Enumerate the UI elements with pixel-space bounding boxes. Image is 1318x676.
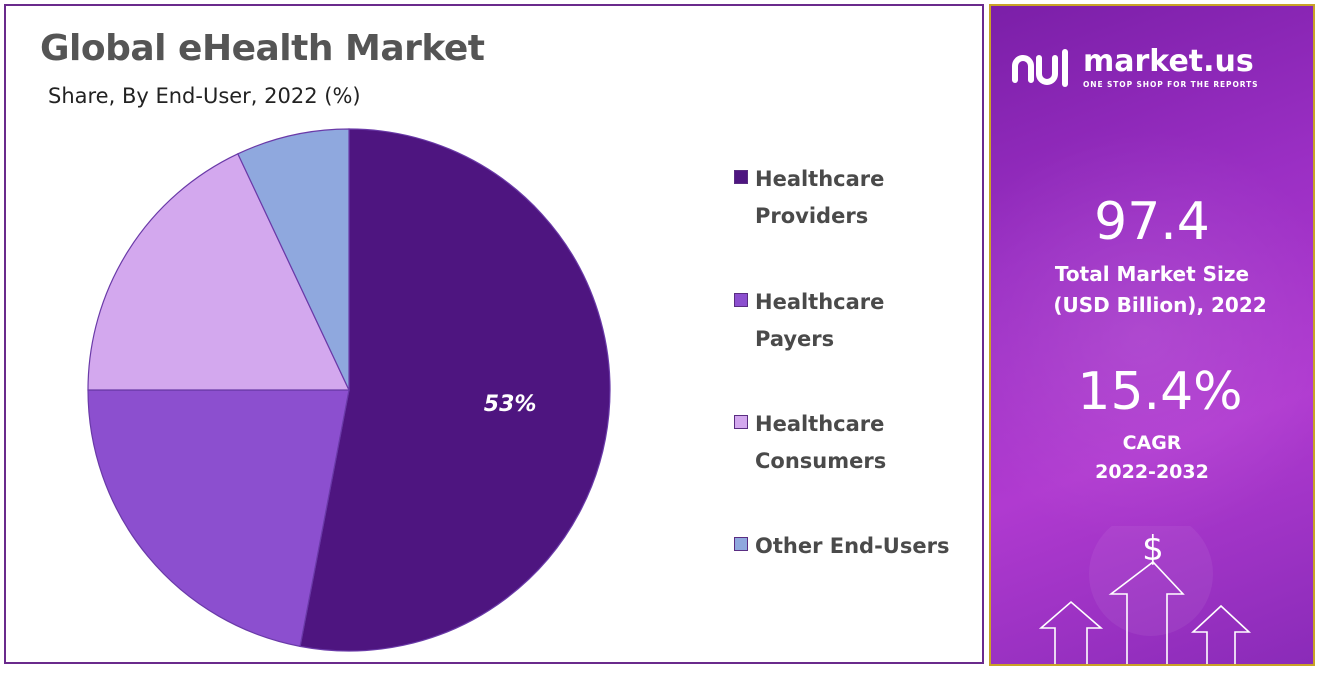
- legend-label: Healthcare Consumers: [755, 412, 887, 473]
- brand-tagline: ONE STOP SHOP FOR THE REPORTS: [1083, 80, 1259, 89]
- legend-item-0: Healthcare Providers: [734, 161, 884, 235]
- panel-background-glow: [991, 126, 1313, 546]
- chart-frame: Global eHealth Market Share, By End-User…: [4, 4, 984, 664]
- pie-slice-1: [87, 389, 350, 648]
- logo-mark-icon: [1012, 49, 1068, 87]
- pie-slice-3: [237, 128, 350, 391]
- up-arrow-icon: [1038, 560, 1252, 664]
- chart-subtitle: Share, By End-User, 2022 (%): [48, 84, 361, 108]
- legend-item-2: Healthcare Consumers: [734, 406, 886, 480]
- legend-swatch: [734, 415, 748, 429]
- pie-data-label-0: 53%: [484, 392, 537, 417]
- pie-chart: 53%: [87, 128, 611, 652]
- pie-slice-0: [299, 128, 611, 652]
- legend-label: Other End-Users: [755, 534, 950, 558]
- summary-panel: market.us ONE STOP SHOP FOR THE REPORTS …: [989, 4, 1315, 666]
- brand-logo: market.us ONE STOP SHOP FOR THE REPORTS: [1009, 46, 1258, 90]
- legend-swatch: [734, 170, 748, 184]
- legend-swatch: [734, 293, 748, 307]
- legend-label: Healthcare Providers: [755, 167, 885, 228]
- market-size-value: 97.4: [1094, 192, 1210, 252]
- cagr-label-line1: CAGR: [1122, 432, 1182, 454]
- chart-title: Global eHealth Market: [40, 28, 485, 69]
- growth-arrows-graphic: $: [1038, 526, 1252, 664]
- market-size-label-line2: (USD Billion), 2022: [1053, 293, 1267, 317]
- dollar-sign: $: [1142, 529, 1164, 569]
- legend-swatch: [734, 537, 748, 551]
- pie-slice-2: [87, 153, 350, 391]
- brand-name: market.us: [1083, 44, 1254, 79]
- market-size-label-line1: Total Market Size: [1054, 262, 1250, 286]
- legend-label: Healthcare Payers: [755, 290, 885, 351]
- cagr-label-line2: 2022-2032: [1095, 461, 1209, 483]
- legend-item-1: Healthcare Payers: [734, 284, 884, 358]
- legend-item-3: Other End-Users: [734, 528, 949, 565]
- cagr-value: 15.4%: [1077, 362, 1243, 422]
